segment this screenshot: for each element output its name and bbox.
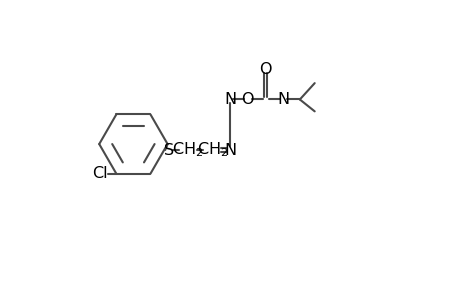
Text: N: N: [277, 92, 289, 107]
Text: CH$_2$: CH$_2$: [196, 141, 227, 159]
Text: S: S: [164, 142, 174, 158]
Text: CH$_2$: CH$_2$: [172, 141, 203, 159]
Text: N: N: [224, 92, 235, 107]
Text: Cl: Cl: [92, 166, 107, 181]
Text: O: O: [241, 92, 253, 107]
Text: O: O: [259, 62, 271, 77]
Text: N: N: [224, 142, 235, 158]
